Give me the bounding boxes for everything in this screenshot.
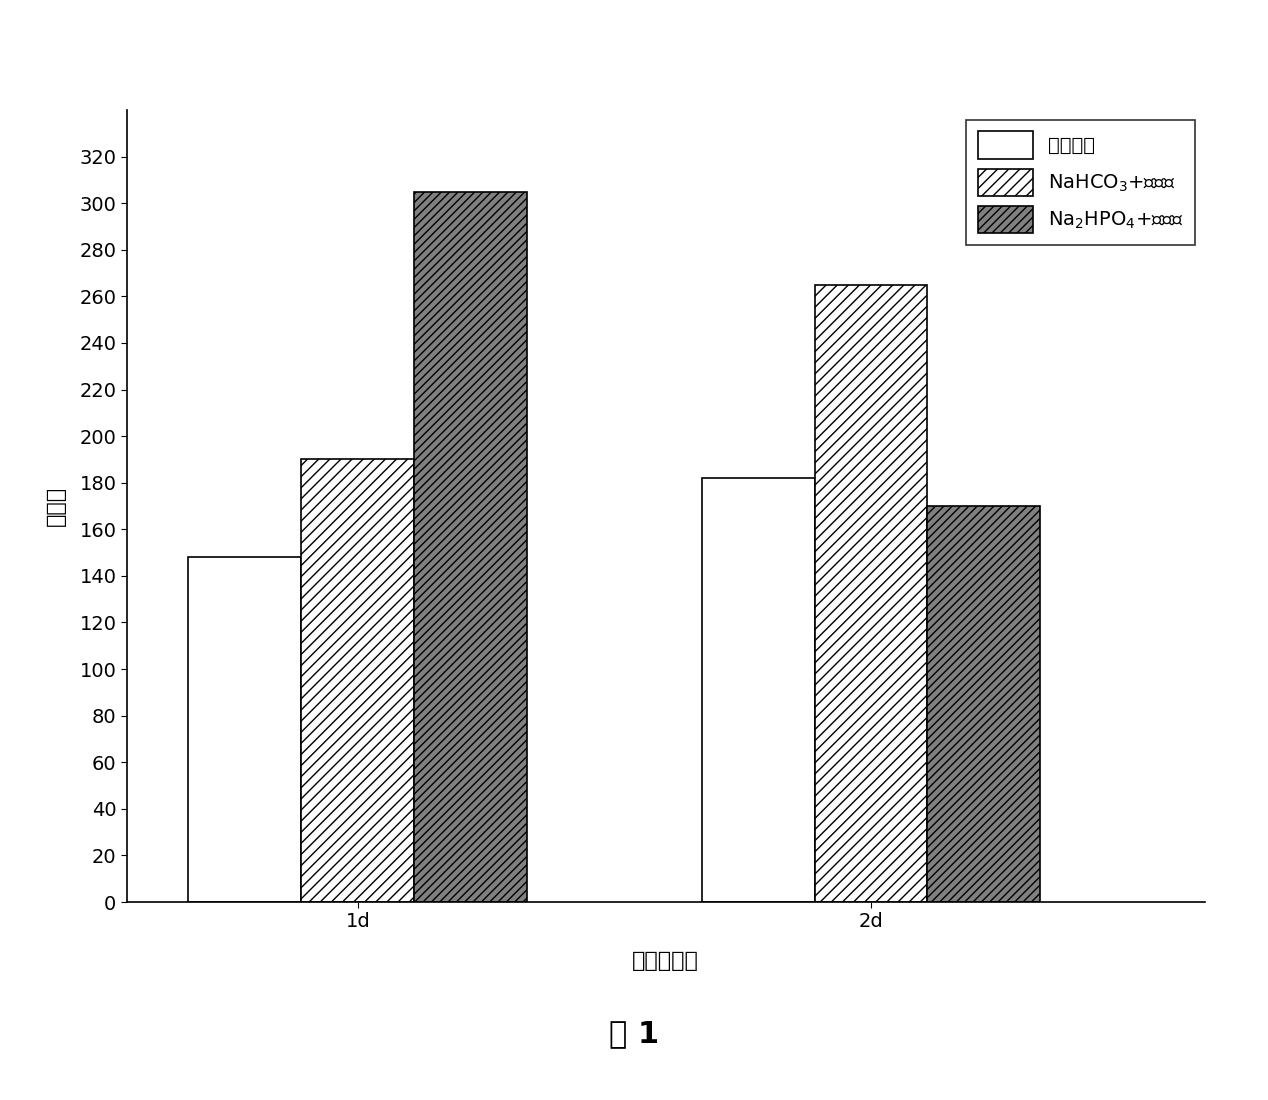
- Bar: [701, 478, 814, 902]
- X-axis label: 时间（天）: 时间（天）: [633, 950, 699, 971]
- Bar: [189, 558, 302, 902]
- Bar: [814, 285, 927, 902]
- Text: 图 1: 图 1: [609, 1020, 659, 1048]
- Bar: [302, 460, 415, 902]
- Legend: 空白对照, NaHCO$_3$+热处理, Na$_2$HPO$_4$+热处理: 空白对照, NaHCO$_3$+热处理, Na$_2$HPO$_4$+热处理: [966, 120, 1194, 245]
- Y-axis label: 吸光度: 吸光度: [46, 486, 66, 526]
- Bar: [415, 191, 527, 902]
- Bar: [927, 506, 1040, 902]
